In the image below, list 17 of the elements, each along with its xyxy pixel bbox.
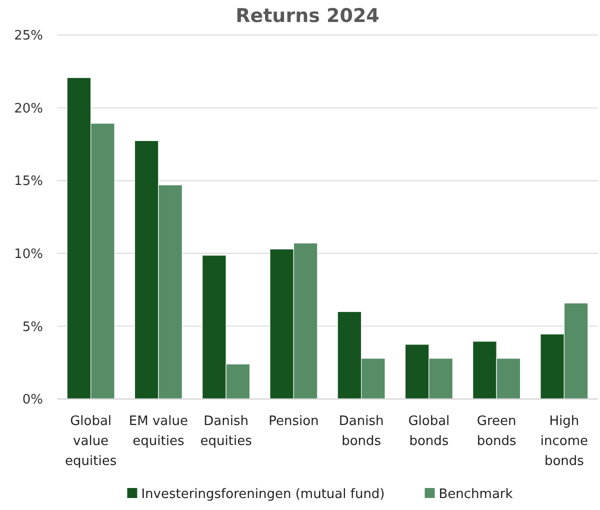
x-tick-label: Danish equities <box>200 414 252 449</box>
x-tick-label: Global value equities <box>65 414 117 469</box>
x-tick-label: Green bonds <box>476 414 517 449</box>
y-tick-label: 25% <box>14 28 43 44</box>
x-tick-label: Pension <box>268 414 319 429</box>
y-tick-label: 15% <box>14 174 43 190</box>
y-tick-label: 5% <box>22 320 43 335</box>
x-tick-label: Global bonds <box>408 414 450 449</box>
chart-title: Returns 2024 <box>236 5 380 27</box>
x-tick-label: Danish bonds <box>338 414 384 449</box>
y-tick-label: 10% <box>14 246 43 262</box>
x-tick-label: EM value equities <box>128 414 188 449</box>
x-tick-label: High income bonds <box>540 414 588 469</box>
y-tick-label: 0% <box>22 392 43 408</box>
y-tick-label: 20% <box>14 101 43 116</box>
legend-label: Investeringsforeningen (mutual fund) <box>141 487 385 502</box>
legend-label: Benchmark <box>438 487 514 502</box>
